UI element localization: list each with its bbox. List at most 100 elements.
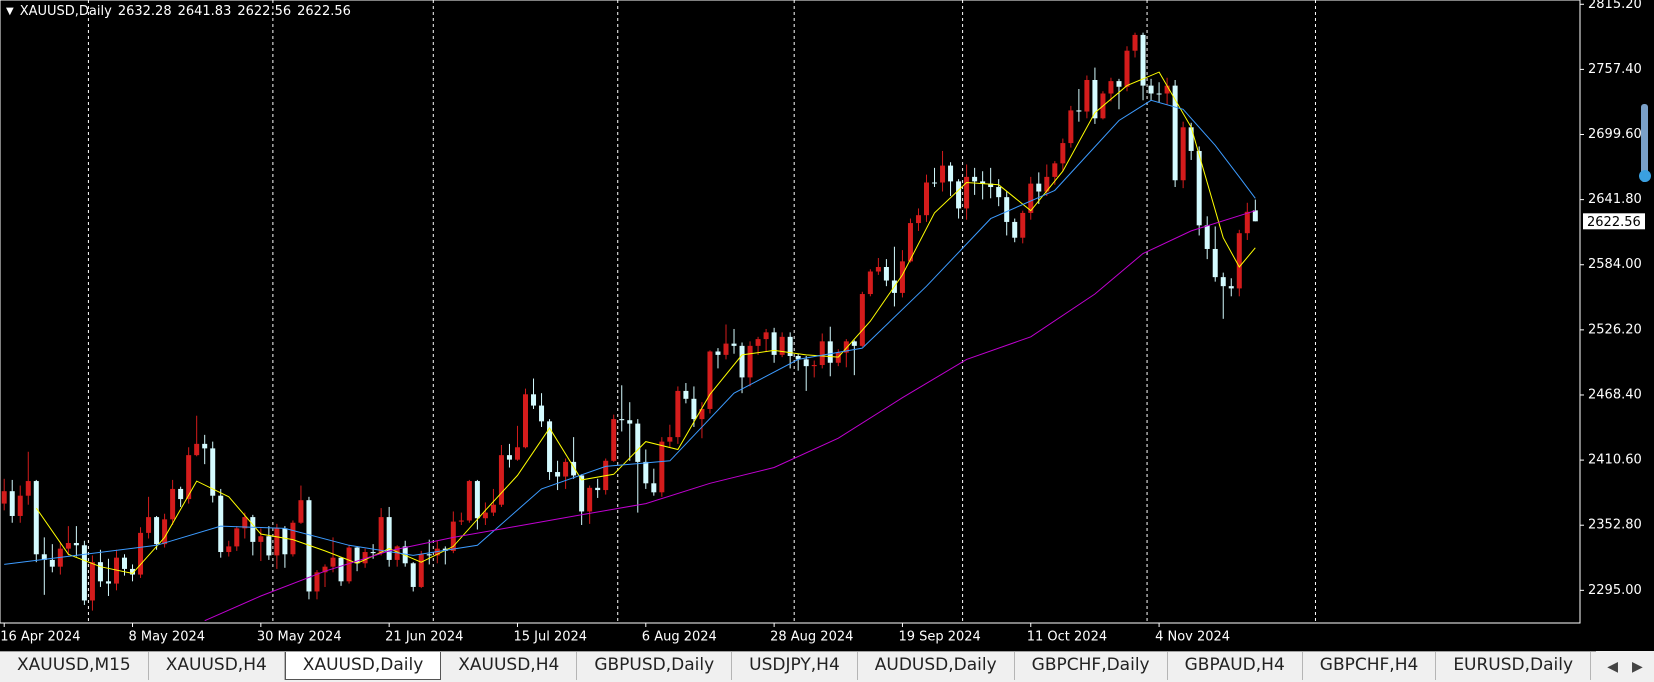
candle-body (498, 455, 504, 505)
candle-body (162, 519, 168, 545)
x-tick-label: 11 Oct 2024 (1027, 630, 1107, 645)
tab[interactable]: EURUSD,Daily (1436, 652, 1592, 680)
candle-body (996, 187, 1002, 198)
candle-body (563, 461, 569, 477)
candle-body (915, 215, 921, 224)
candle-body (258, 536, 264, 542)
y-tick-label: 2641.80 (1588, 192, 1642, 207)
candle-body (980, 181, 986, 184)
candle-body (170, 488, 176, 520)
candle-body (81, 545, 87, 601)
candle-body (338, 557, 344, 582)
y-tick-label: 2410.60 (1588, 453, 1642, 468)
candle-body (571, 461, 577, 476)
arrow-right[interactable]: ▶ (1632, 658, 1643, 675)
candle-body (41, 554, 47, 560)
price-label: 2622.56 (1587, 215, 1641, 230)
candle-body (1076, 110, 1082, 112)
candle-body (210, 448, 216, 496)
candle-body (972, 176, 978, 182)
candle-body (226, 546, 232, 553)
candle-body (1228, 286, 1234, 289)
arrow-left[interactable]: ◀ (1607, 658, 1618, 675)
candle-body (964, 176, 970, 209)
tab[interactable]: GBPAUD,H4 (1168, 652, 1303, 680)
tab[interactable]: GBPUSD,Daily (577, 652, 733, 680)
candle-body (1004, 197, 1010, 222)
candle-body (1148, 85, 1154, 94)
candle-body (691, 398, 697, 420)
x-tick-label: 15 Jul 2024 (513, 630, 587, 645)
candle-body (635, 423, 641, 462)
candle-body (988, 183, 994, 188)
menu-arrow[interactable]: ▼ (6, 6, 14, 17)
candle-body (466, 481, 472, 521)
candle-body (490, 504, 496, 513)
candle-body (956, 181, 962, 209)
candle-body (130, 568, 136, 575)
candle-body (715, 351, 721, 355)
candle-body (555, 472, 561, 477)
candle-body (948, 165, 954, 182)
tab[interactable]: XAUUSD,M15 (0, 652, 149, 680)
candle-body (1092, 79, 1098, 119)
candle-body (835, 352, 841, 363)
scroll-knob[interactable] (1639, 170, 1651, 182)
candle-body (65, 543, 71, 549)
candle-body (282, 528, 288, 555)
tab-scroll[interactable]: ◀ ▶ (1596, 651, 1654, 682)
candle-body (506, 455, 512, 460)
candle-body (178, 488, 184, 500)
x-tick-label: 30 May 2024 (257, 630, 342, 645)
candle-body (819, 341, 825, 366)
tab[interactable]: USDJPY,H4 (732, 652, 858, 680)
candle-body (763, 332, 769, 340)
tab[interactable]: XAUUSD,Daily (284, 652, 442, 680)
tab[interactable]: XAUUSD,H4 (149, 652, 285, 680)
x-tick-label: 4 Nov 2024 (1155, 630, 1230, 645)
candle-body (186, 455, 192, 500)
y-tick-label: 2468.40 (1588, 387, 1642, 402)
candle-body (667, 437, 673, 442)
candle-body (1052, 163, 1058, 177)
scroll-handle[interactable] (1641, 104, 1648, 182)
candle-body (514, 447, 520, 460)
candle-body (386, 517, 392, 560)
tab[interactable]: AUDUSD,Daily (858, 652, 1015, 680)
candle-body (747, 345, 753, 378)
candle-body (1204, 225, 1210, 249)
tab[interactable]: XAUUSD,H4 (441, 652, 578, 680)
candle-body (1140, 34, 1146, 86)
candle-body (1060, 143, 1066, 164)
candle-body (234, 528, 240, 547)
candle-body (1244, 211, 1250, 234)
candle-body (298, 500, 304, 523)
candle-body (154, 517, 160, 545)
candle-body (138, 532, 144, 575)
candle-body (474, 481, 480, 519)
candle-body (410, 563, 416, 587)
candle-body (883, 267, 889, 281)
candle-body (595, 487, 601, 491)
candle-body (619, 419, 625, 421)
candle-body (1132, 34, 1138, 51)
candle-body (418, 554, 424, 587)
candle-body (1036, 183, 1042, 192)
candle-body (202, 443, 208, 449)
average-line (4, 99, 1256, 565)
tab[interactable]: GBPCHF,Daily (1015, 652, 1168, 680)
chart-header: ▼ XAUUSD,Daily 2632.28 2641.83 2622.56 2… (6, 4, 351, 19)
candle-body (683, 390, 689, 399)
tab[interactable]: GBPCHF,H4 (1303, 652, 1437, 680)
y-tick-label: 2815.20 (1588, 0, 1642, 12)
candle-body (274, 528, 280, 556)
candle-body (1, 491, 7, 504)
candle-body (932, 182, 938, 184)
candle-body (402, 546, 408, 564)
low-value: 2622.56 (237, 4, 292, 19)
x-tick-label: 21 Jun 2024 (385, 630, 463, 645)
candle-body (1180, 127, 1186, 181)
candle-body (105, 581, 111, 584)
candle-body (322, 566, 328, 573)
y-tick-label: 2526.20 (1588, 322, 1642, 337)
